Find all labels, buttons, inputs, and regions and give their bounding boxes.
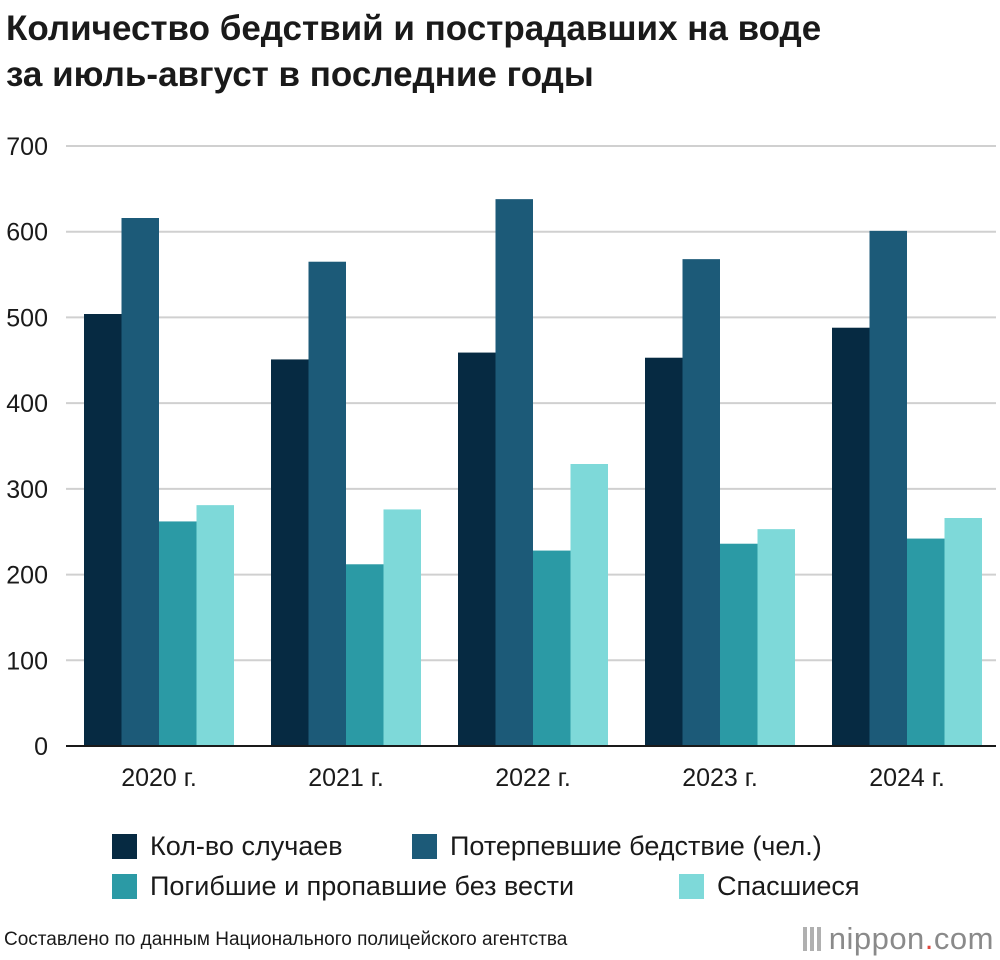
legend-item-dead-missing: Погибшие и пропавшие без вести [112,866,679,906]
bar [346,564,384,746]
bar [121,218,159,746]
bar [907,538,945,746]
bar [944,518,982,746]
logo-bars-icon [802,927,821,951]
bar [84,314,122,746]
legend-label-rescued: Спасшиеся [717,871,860,901]
bar [495,199,533,747]
bar [570,464,608,746]
y-tick-label: 300 [6,476,48,504]
x-tick-label: 2022 г. [495,764,571,792]
y-tick-label: 700 [6,133,48,161]
y-tick-label: 600 [6,219,48,247]
y-tick-label: 500 [6,304,48,332]
bar [645,357,683,746]
legend-swatch-dead-missing [112,873,137,899]
bar [383,509,421,746]
y-tick-label: 0 [34,733,48,761]
nippon-logo: nippon. com [802,921,994,957]
bar [271,359,309,746]
bar [196,505,234,746]
bar [458,352,496,746]
bar [159,521,197,746]
legend-swatch-rescued [679,873,704,899]
y-tick-label: 100 [6,647,48,675]
chart-title: Количество бедствий и пострадавших на во… [6,6,996,98]
bar [720,543,758,746]
x-tick-label: 2021 г. [308,764,384,792]
bar-chart: 0 100 200 300 400 500 600 700 2020 г. 2021 г. 2022… [6,133,996,792]
bar [308,261,346,746]
y-tick-label: 400 [6,390,48,418]
y-tick-label: 200 [6,562,48,590]
source-note: Составлено по данным Национального полиц… [4,929,568,950]
chart-legend: Кол-во случаев Потерпевшие бедствие (чел… [112,826,972,906]
legend-label-dead-missing: Погибшие и пропавшие без вести [150,871,575,901]
chart-title-line-1: Количество бедствий и пострадавших на во… [6,9,822,48]
legend-item-victims: Потерпевшие бедствие (чел.) [412,826,822,866]
bar [682,259,720,746]
logo-name: nippon [828,921,925,956]
legend-swatch-victims [412,833,437,859]
bar [869,230,907,746]
logo-dot: . [924,921,934,956]
legend-row-2: Погибшие и пропавшие без вести Спасшиеся [112,866,972,906]
legend-item-cases: Кол-во случаев [112,826,412,866]
x-tick-label: 2024 г. [869,764,945,792]
bar [533,550,571,746]
bar [757,529,795,746]
legend-label-cases: Кол-во случаев [150,831,343,861]
legend-swatch-cases [112,833,137,859]
legend-label-victims: Потерпевшие бедствие (чел.) [450,831,822,861]
x-tick-label: 2020 г. [121,764,197,792]
logo-tld: com [933,921,994,956]
legend-item-rescued: Спасшиеся [679,866,860,906]
legend-row-1: Кол-во случаев Потерпевшие бедствие (чел… [112,826,972,866]
bar [832,327,870,746]
chart-title-line-2: за июль-август в последние годы [6,55,594,94]
x-tick-label: 2023 г. [682,764,758,792]
